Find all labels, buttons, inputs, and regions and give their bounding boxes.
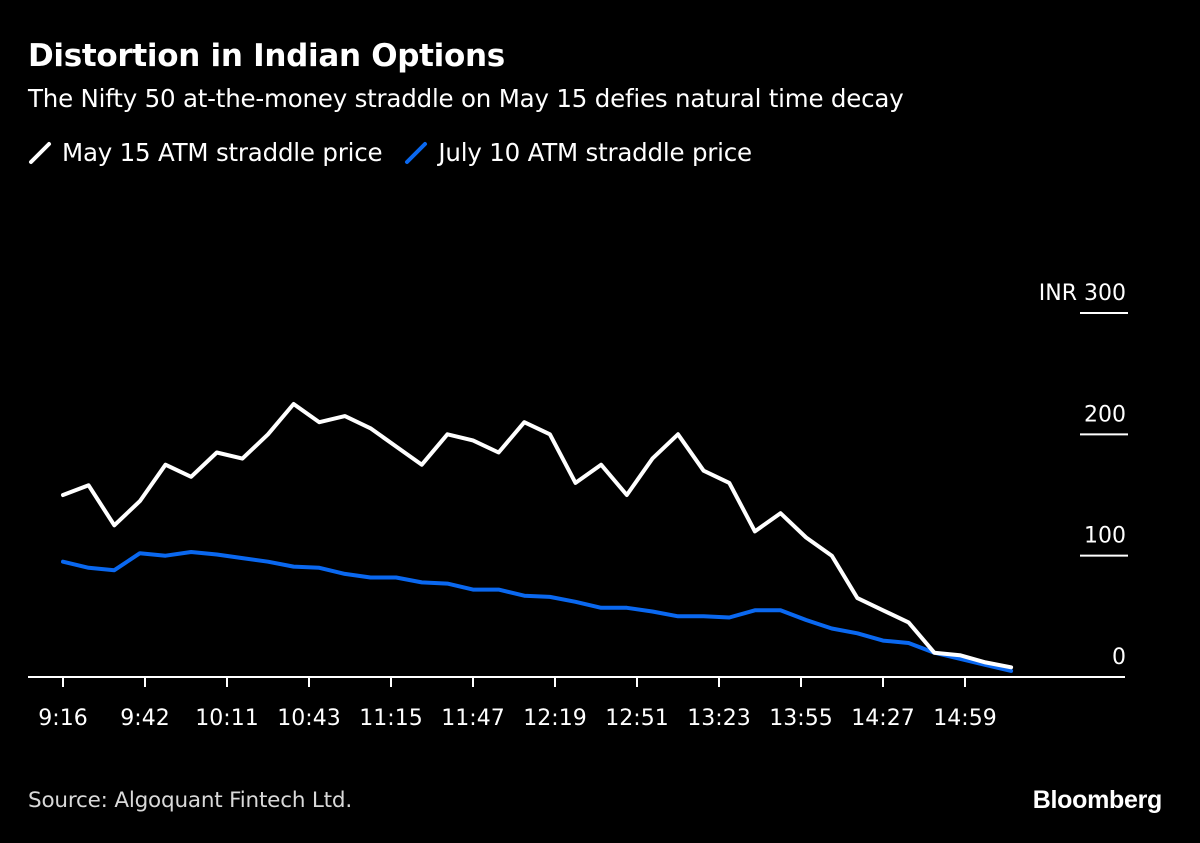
- chart-subtitle: The Nifty 50 at-the-money straddle on Ma…: [28, 84, 904, 113]
- legend-label-july10: July 10 ATM straddle price: [438, 138, 752, 167]
- legend-item-july10: July 10 ATM straddle price: [404, 138, 752, 167]
- chart-title: Distortion in Indian Options: [28, 38, 505, 74]
- bloomberg-logo: Bloomberg: [1032, 786, 1163, 814]
- x-tick-label: 13:23: [687, 706, 750, 731]
- x-tick-label: 11:15: [359, 706, 422, 731]
- y-axis: 0 100 200 INR 300: [1039, 281, 1128, 670]
- series-line-may15: [61, 402, 1014, 670]
- x-tick-label: 14:27: [851, 706, 914, 731]
- series-line-july10: [61, 550, 1014, 673]
- x-tick-label: 10:11: [195, 706, 258, 731]
- x-tick-label: 14:59: [933, 706, 996, 731]
- source-note: Source: Algoquant Fintech Ltd.: [28, 788, 352, 813]
- legend-label-may15: May 15 ATM straddle price: [62, 138, 383, 167]
- x-axis: 9:16 9:42 10:11 10:43 11:15 11:47 12:19 12:51 13…: [28, 676, 1125, 731]
- y-tick-label: 100: [1084, 524, 1126, 549]
- y-tick-label: INR 300: [1039, 281, 1126, 306]
- x-tick-label: 12:19: [523, 706, 586, 731]
- x-tick-label: 13:55: [769, 706, 832, 731]
- x-tick-label: 10:43: [277, 706, 340, 731]
- series-lines: [61, 402, 1014, 673]
- legend: May 15 ATM straddle price July 10 ATM st…: [28, 138, 774, 167]
- x-tick-label: 12:51: [605, 706, 668, 731]
- legend-item-may15: May 15 ATM straddle price: [28, 138, 383, 167]
- y-tick-label: 200: [1084, 402, 1126, 427]
- legend-swatch-july10-icon: [405, 141, 428, 164]
- y-tick-label: 0: [1112, 645, 1126, 670]
- x-tick-label: 9:16: [38, 706, 87, 731]
- x-tick-label: 9:42: [120, 706, 169, 731]
- legend-swatch-may15-icon: [29, 141, 51, 164]
- x-tick-label: 11:47: [441, 706, 504, 731]
